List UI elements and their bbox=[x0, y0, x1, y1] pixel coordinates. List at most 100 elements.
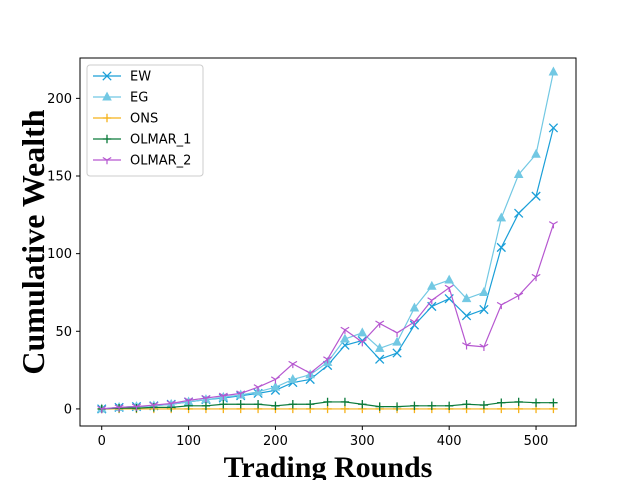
data-point-olmar-2 bbox=[114, 404, 124, 412]
data-point-olmar-2 bbox=[288, 360, 298, 369]
data-point-eg bbox=[270, 381, 281, 391]
data-point-olmar-1 bbox=[479, 400, 489, 410]
data-point-ew bbox=[548, 123, 559, 133]
data-point-olmar-1 bbox=[305, 400, 315, 409]
data-point-eg bbox=[357, 327, 368, 337]
data-point-olmar-2 bbox=[97, 405, 107, 414]
data-point-olmar-2 bbox=[514, 292, 524, 300]
legend-item-olmar-2: OLMAR_2 bbox=[93, 154, 191, 169]
data-point-olmar-2 bbox=[375, 320, 385, 328]
x-tick-label: 300 bbox=[350, 434, 375, 449]
data-point-olmar-1 bbox=[358, 400, 367, 409]
x-axis-title: Trading Rounds bbox=[224, 451, 433, 480]
data-point-olmar-2 bbox=[340, 326, 350, 334]
data-point-olmar-2 bbox=[201, 395, 211, 403]
data-point-olmar-2 bbox=[236, 390, 246, 398]
legend-label: OLMAR_1 bbox=[130, 133, 191, 148]
data-point-olmar-1 bbox=[288, 400, 298, 409]
legend-item-olmar-1: OLMAR_1 bbox=[93, 133, 191, 148]
data-point-ew bbox=[496, 242, 506, 253]
data-point-olmar-2 bbox=[479, 343, 489, 352]
data-point-olmar-1 bbox=[444, 401, 454, 411]
y-tick-label: 150 bbox=[47, 170, 72, 185]
data-point-olmar-2 bbox=[444, 284, 454, 293]
y-tick-label: 100 bbox=[47, 247, 72, 262]
data-point-ew bbox=[392, 348, 402, 358]
data-point-olmar-2 bbox=[323, 356, 333, 364]
data-point-ew bbox=[514, 208, 524, 218]
y-tick-label: 50 bbox=[55, 325, 72, 340]
data-point-olmar-1 bbox=[201, 401, 211, 411]
data-point-olmar-2 bbox=[166, 400, 176, 408]
data-point-eg bbox=[444, 274, 454, 284]
data-point-olmar-1 bbox=[271, 401, 280, 411]
data-point-olmar-2 bbox=[548, 221, 558, 229]
data-point-olmar-2 bbox=[305, 370, 315, 378]
x-tick-label: 100 bbox=[176, 434, 201, 449]
x-tick-label: 400 bbox=[437, 434, 462, 449]
data-point-olmar-2 bbox=[409, 318, 419, 327]
data-point-olmar-1 bbox=[392, 402, 402, 411]
legend-label: ONS bbox=[130, 112, 158, 127]
y-axis: 0 50 100 150 200 bbox=[47, 92, 80, 417]
data-point-olmar-1 bbox=[531, 398, 541, 407]
data-point-ew bbox=[375, 354, 385, 364]
legend-item-eg: EG bbox=[93, 91, 148, 106]
legend-box bbox=[86, 64, 204, 177]
data-point-eg bbox=[531, 148, 541, 158]
data-point-eg bbox=[374, 342, 385, 352]
data-point-olmar-2 bbox=[392, 329, 402, 338]
data-point-olmar-1 bbox=[236, 400, 245, 409]
data-point-olmar-1 bbox=[323, 397, 332, 407]
data-point-olmar-1 bbox=[253, 400, 263, 409]
data-point-ew bbox=[357, 335, 367, 346]
legend-marker bbox=[102, 71, 112, 81]
legend-label: EG bbox=[130, 91, 148, 106]
data-point-olmar-2 bbox=[496, 301, 506, 310]
data-point-eg bbox=[479, 287, 489, 296]
data-point-ew bbox=[479, 304, 489, 315]
legend-marker bbox=[102, 113, 112, 123]
data-point-olmar-2 bbox=[149, 402, 159, 410]
x-tick-label: 500 bbox=[524, 434, 549, 449]
series-olmar-2 bbox=[97, 221, 558, 414]
data-point-eg bbox=[496, 212, 507, 222]
data-point-olmar-1 bbox=[340, 397, 350, 407]
data-point-ew bbox=[531, 191, 541, 201]
data-point-olmar-2 bbox=[218, 392, 228, 400]
data-point-olmar-2 bbox=[357, 339, 367, 347]
data-point-olmar-1 bbox=[375, 402, 384, 411]
y-tick-label: 0 bbox=[64, 402, 72, 417]
data-point-eg bbox=[409, 302, 420, 312]
legend-item-ew: EW bbox=[93, 70, 151, 85]
data-point-olmar-1 bbox=[549, 398, 558, 407]
plot-frame bbox=[79, 57, 577, 427]
data-point-olmar-2 bbox=[184, 397, 194, 405]
series-layer bbox=[96, 66, 559, 414]
data-point-eg bbox=[427, 280, 437, 290]
legend: EW EG ONS OLMAR_1 OLMAR_2 bbox=[86, 64, 204, 177]
y-axis-title: Cumulative Wealth bbox=[15, 109, 51, 374]
y-tick-label: 200 bbox=[47, 92, 72, 107]
data-point-olmar-1 bbox=[410, 401, 419, 411]
data-point-eg bbox=[392, 336, 402, 346]
legend-label: OLMAR_2 bbox=[130, 154, 191, 169]
x-tick-label: 0 bbox=[98, 434, 106, 449]
data-point-eg bbox=[288, 373, 298, 383]
data-point-eg bbox=[513, 169, 524, 178]
data-point-olmar-2 bbox=[270, 376, 280, 384]
data-point-olmar-2 bbox=[427, 297, 437, 305]
legend-marker bbox=[102, 134, 112, 144]
data-point-eg bbox=[461, 293, 472, 303]
data-point-olmar-1 bbox=[497, 398, 506, 407]
data-point-olmar-1 bbox=[219, 400, 228, 409]
legend-item-ons: ONS bbox=[93, 112, 158, 127]
data-point-olmar-1 bbox=[514, 397, 523, 407]
legend-marker bbox=[102, 91, 112, 101]
data-point-ew bbox=[461, 311, 472, 321]
data-point-olmar-2 bbox=[131, 403, 141, 411]
x-axis: 0 100 200 300 400 500 bbox=[98, 426, 549, 449]
data-point-eg bbox=[340, 333, 350, 343]
data-point-olmar-2 bbox=[253, 384, 263, 392]
